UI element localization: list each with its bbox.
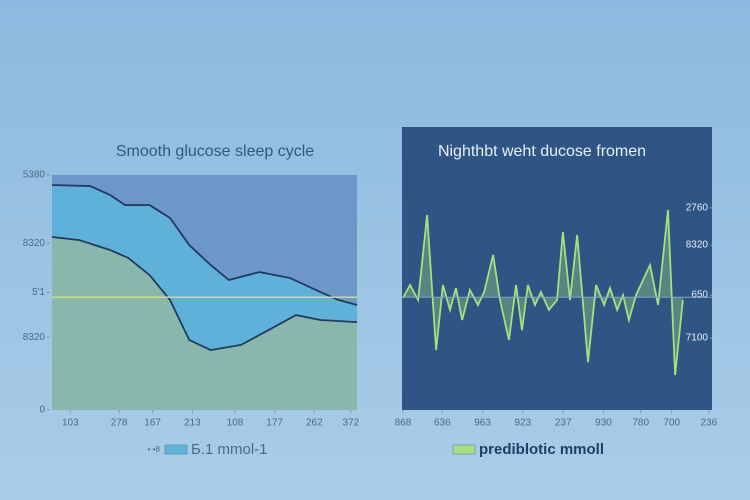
y-tick-label: 2760 [686, 203, 709, 214]
x-tick-label: 167 [144, 418, 161, 429]
legend-swatch [452, 444, 476, 455]
area [52, 237, 357, 410]
legend-label: prediblotic mmoll [479, 441, 604, 458]
y-tick-label: 650 [691, 290, 708, 301]
x-tick-label: 278 [111, 418, 128, 429]
x-tick-label: 103 [62, 418, 79, 429]
x-tick-label: 780 [632, 418, 649, 429]
legend-label: Б.1 mmol-1 [191, 441, 268, 458]
line [52, 184, 358, 306]
y-tick-label: 7100 [686, 333, 709, 344]
y-tick-label: 0 [39, 405, 45, 416]
y-tick-label: 8320 [23, 332, 46, 343]
x-tick-label: 372 [343, 418, 360, 429]
x-tick-label: 923 [515, 418, 532, 429]
x-tick-label: 108 [227, 418, 244, 429]
line [402, 209, 684, 376]
legend-swatch [164, 444, 188, 455]
x-tick-label: 700 [663, 418, 680, 429]
y-tick-label: 5380 [23, 170, 46, 181]
chart-title: Nighthbt weht ducose fromen [438, 143, 646, 160]
x-tick-label: 930 [595, 418, 612, 429]
line [51, 236, 358, 352]
x-tick-label: 237 [555, 418, 572, 429]
x-tick-label: 636 [434, 418, 451, 429]
chart-title: Smooth glucose sleep cycle [116, 143, 314, 160]
x-tick-label: 213 [184, 418, 201, 429]
x-tick-label: 868 [395, 418, 412, 429]
panel [402, 127, 712, 410]
x-tick-label: 236 [701, 418, 718, 429]
y-tick-label: 8320 [23, 238, 46, 249]
y-tick-label: 5'1 [32, 287, 45, 298]
legend-note: • •8 [148, 445, 161, 454]
x-tick-label: 262 [306, 418, 323, 429]
x-tick-label: 177 [266, 418, 283, 429]
y-tick-label: 8320 [686, 240, 709, 251]
x-tick-label: 963 [474, 418, 491, 429]
